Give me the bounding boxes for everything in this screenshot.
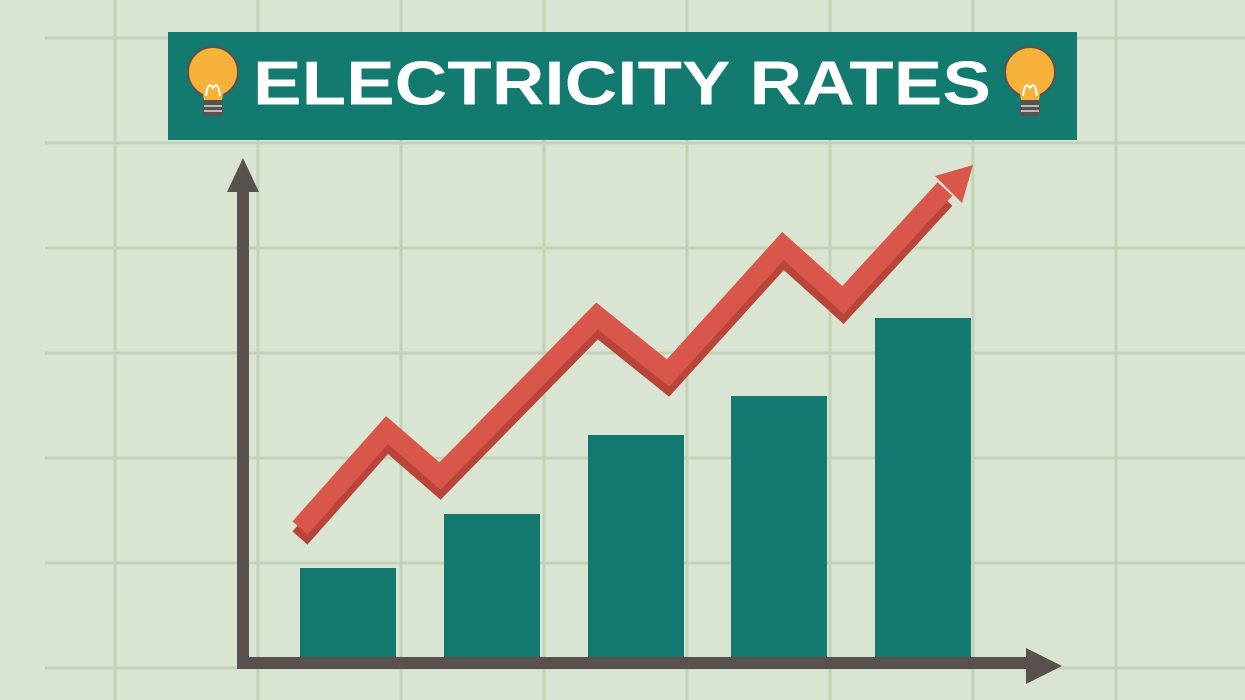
title: ELECTRICITY RATES — [253, 49, 991, 118]
y-axis-arrow — [227, 158, 259, 192]
bulb-icon — [187, 46, 239, 116]
bar — [875, 318, 971, 658]
axes — [227, 158, 1062, 684]
bars — [300, 318, 971, 658]
bar — [444, 514, 540, 658]
bar — [731, 396, 827, 658]
bar — [588, 435, 684, 658]
x-axis-arrow — [1026, 648, 1062, 684]
trend-arrow — [292, 165, 973, 545]
bar — [300, 568, 396, 658]
title-banner — [168, 32, 1077, 140]
bulb-icon — [1004, 46, 1056, 116]
